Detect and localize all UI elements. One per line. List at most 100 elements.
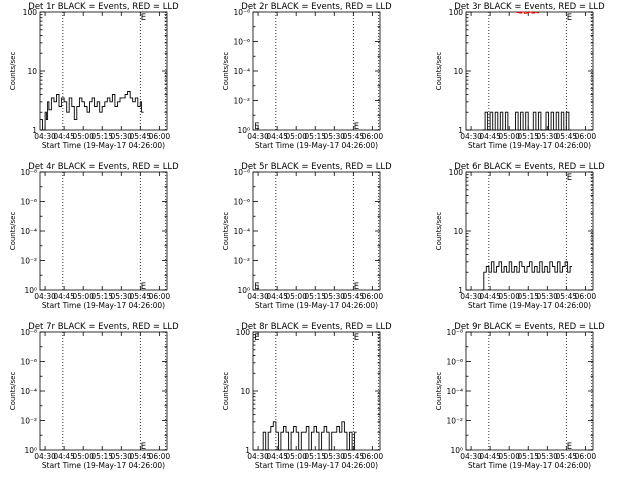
x-tick-label: 06:00 (149, 452, 171, 461)
x-tick-label: 05:45 (130, 452, 152, 461)
x-tick-label: 04:45 (266, 292, 288, 301)
x-tick-label: 05:00 (285, 292, 307, 301)
y-tick-label: 10⁰ (237, 126, 250, 135)
panel-title: Det 8r BLACK = Events, RED = LLD (241, 322, 392, 332)
x-tick-label: 05:15 (517, 132, 539, 141)
events-trace (481, 261, 573, 291)
y-tick-label: 10⁰ (24, 286, 37, 295)
x-tick-label: 04:30 (460, 452, 482, 461)
x-tick-label: 06:00 (149, 292, 171, 301)
x-tick-label: 06:00 (575, 132, 597, 141)
y-tick-label: 10⁻² (446, 417, 463, 426)
x-tick-label: 05:30 (536, 132, 558, 141)
x-tick-label: 04:30 (460, 292, 482, 301)
x-tick-label: 06:00 (575, 292, 597, 301)
plot-frame (39, 11, 168, 131)
panel-det9: Det 9r BLACK = Events, RED = LLD 04:3004:… (435, 322, 605, 470)
x-tick-label: 05:30 (110, 132, 132, 141)
x-tick-label: 05:00 (285, 452, 307, 461)
x-tick-label: 05:15 (304, 132, 326, 141)
x-tick-label: 05:45 (343, 452, 365, 461)
x-axis-label: Start Time (19-May-17 04:26:00) (255, 141, 378, 150)
x-tick-label: 05:30 (323, 132, 345, 141)
x-tick-label: 05:45 (130, 292, 152, 301)
event-marker-label: E (254, 282, 259, 292)
x-tick-label: 05:15 (91, 292, 113, 301)
x-axis-label: Start Time (19-May-17 04:26:00) (42, 141, 165, 150)
y-tick-label: 10⁻⁸ (20, 168, 37, 177)
x-axis-label: Start Time (19-May-17 04:26:00) (255, 301, 378, 310)
event-marker-label: E (354, 333, 359, 343)
panel-det6: Det 6r BLACK = Events, RED = LLD 04:3004:… (435, 162, 605, 310)
x-tick-label: 04:30 (34, 452, 56, 461)
panel-det4: Det 4r BLACK = Events, RED = LLD 04:3004:… (9, 162, 179, 310)
panel-title: Det 2r BLACK = Events, RED = LLD (241, 2, 392, 12)
y-tick-label: 10⁻⁸ (446, 328, 463, 337)
x-tick-label: 05:30 (110, 292, 132, 301)
x-tick-label: 05:45 (556, 132, 578, 141)
panel-title: Det 4r BLACK = Events, RED = LLD (28, 162, 179, 172)
x-axis-label: Start Time (19-May-17 04:26:00) (468, 301, 591, 310)
x-tick-label: 05:45 (343, 132, 365, 141)
y-tick-label: 10⁻⁴ (446, 387, 463, 396)
y-tick-label: 10⁻⁶ (233, 198, 250, 207)
event-marker-label: E (567, 173, 572, 183)
plot-frame (252, 171, 381, 291)
events-trace (40, 91, 144, 131)
y-axis-label: Counts/sec (222, 212, 230, 251)
x-tick-label: 05:30 (536, 452, 558, 461)
x-axis-label: Start Time (19-May-17 04:26:00) (42, 301, 165, 310)
y-axis-label: Counts/sec (435, 52, 443, 91)
x-tick-label: 04:30 (247, 452, 269, 461)
x-tick-label: 04:30 (34, 292, 56, 301)
plot-frame (465, 331, 594, 451)
x-tick-label: 05:45 (556, 452, 578, 461)
x-tick-label: 05:45 (556, 292, 578, 301)
x-tick-label: 05:15 (304, 292, 326, 301)
panel-title: Det 6r BLACK = Events, RED = LLD (454, 162, 605, 172)
event-marker-label: E (354, 122, 359, 132)
x-tick-label: 05:00 (72, 132, 94, 141)
y-tick-label: 10 (453, 227, 463, 236)
x-axis-label: Start Time (19-May-17 04:26:00) (255, 461, 378, 470)
y-tick-label: 10⁻² (233, 97, 250, 106)
panel-det1: Det 1r BLACK = Events, RED = LLD 04:3004:… (9, 2, 179, 150)
y-tick-label: 1 (245, 446, 250, 455)
x-tick-label: 04:45 (53, 132, 75, 141)
y-axis-label: Counts/sec (9, 52, 17, 91)
y-axis-label: Counts/sec (435, 372, 443, 411)
lld-trace (516, 11, 540, 14)
x-tick-label: 05:30 (536, 292, 558, 301)
x-tick-label: 05:00 (285, 132, 307, 141)
y-tick-label: 10⁰ (450, 446, 463, 455)
x-tick-label: 04:45 (266, 132, 288, 141)
y-tick-label: 10⁰ (24, 446, 37, 455)
plot-frame (39, 171, 168, 291)
event-marker-label: E (567, 13, 572, 23)
x-tick-label: 06:00 (362, 132, 384, 141)
x-tick-label: 06:00 (362, 452, 384, 461)
y-tick-label: 10⁻⁶ (20, 358, 37, 367)
y-tick-label: 10⁻⁶ (446, 358, 463, 367)
y-tick-label: 10⁻⁴ (233, 227, 250, 236)
x-tick-label: 05:15 (517, 452, 539, 461)
x-tick-label: 04:30 (460, 132, 482, 141)
event-marker-label: E (141, 13, 146, 23)
panel-title: Det 7r BLACK = Events, RED = LLD (28, 322, 179, 332)
y-tick-label: 1 (458, 286, 463, 295)
x-axis-label: Start Time (19-May-17 04:26:00) (468, 141, 591, 150)
y-axis-label: Counts/sec (222, 52, 230, 91)
x-tick-label: 05:15 (304, 452, 326, 461)
panel-det7: Det 7r BLACK = Events, RED = LLD 04:3004:… (9, 322, 179, 470)
x-tick-label: 05:00 (72, 452, 94, 461)
event-marker-label: E (141, 282, 146, 292)
y-tick-label: 10⁻⁸ (20, 328, 37, 337)
x-tick-label: 04:45 (479, 292, 501, 301)
event-marker-label: E (567, 442, 572, 452)
y-tick-label: 10⁻² (20, 417, 37, 426)
y-tick-label: 10⁻⁶ (20, 198, 37, 207)
y-tick-label: 10⁻² (20, 257, 37, 266)
y-tick-label: 10⁰ (237, 286, 250, 295)
x-tick-label: 05:30 (110, 452, 132, 461)
